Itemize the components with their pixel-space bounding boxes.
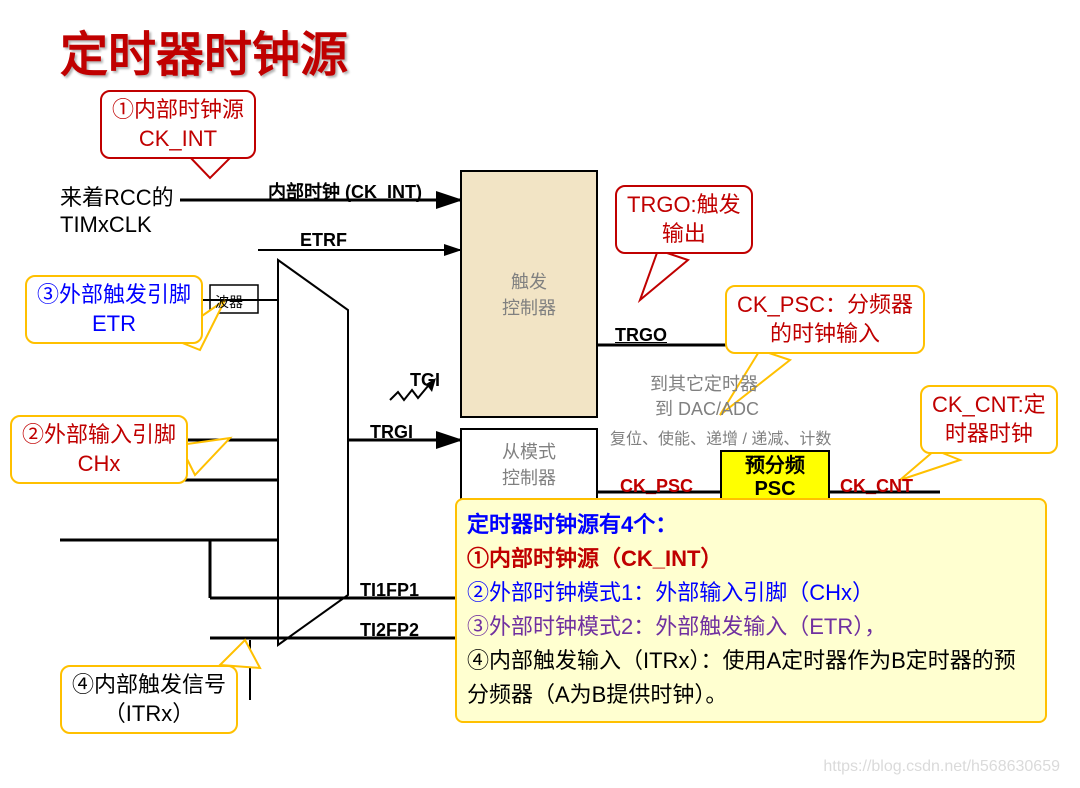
- block-trigger-controller: 触发 控制器: [460, 170, 598, 418]
- callout-ckpsc: CK_PSC：分频器 的时钟输入: [725, 285, 925, 354]
- block-line: 控制器: [502, 294, 556, 320]
- label-ti1fp1: TI1FP1: [360, 580, 419, 601]
- label-ckcnt-wire: CK_CNT: [840, 476, 913, 497]
- label-ckint: 内部时钟 (CK_INT): [268, 178, 422, 204]
- block-line: 控制器: [502, 464, 556, 490]
- callout-ckint: ①内部时钟源 CK_INT: [100, 90, 256, 159]
- callout-line: 的时钟输入: [737, 320, 913, 349]
- callout-line: 时器时钟: [932, 420, 1046, 449]
- label-dac-adc: 到 DAC/ADC: [655, 395, 759, 421]
- label-ckpsc-wire: CK_PSC: [620, 476, 693, 497]
- callout-line: ETR: [37, 310, 191, 339]
- block-line: 触发: [502, 268, 556, 294]
- label-rcc: 来着RCC的 TIMxCLK: [60, 180, 174, 238]
- callout-ckcnt: CK_CNT:定 时器时钟: [920, 385, 1058, 454]
- block-slave-controller: 从模式 控制器: [460, 428, 598, 500]
- summary-line: ②外部时钟模式1：外部输入引脚（CHx）: [467, 576, 1035, 610]
- label-tgi: TGI: [410, 370, 440, 391]
- text-line: 来着RCC的: [60, 180, 174, 212]
- callout-line: CK_INT: [112, 125, 244, 154]
- callout-chx: ②外部输入引脚 CHx: [10, 415, 188, 484]
- callout-line: CK_CNT:定: [932, 391, 1046, 420]
- summary-line: ④内部触发输入（ITRx）：使用A定时器作为B定时器的预分频器（A为B提供时钟）…: [467, 644, 1035, 712]
- label-trgi: TRGI: [370, 422, 413, 443]
- callout-trgo: TRGO:触发 输出: [615, 185, 753, 254]
- summary-box: 定时器时钟源有4个： ①内部时钟源（CK_INT） ②外部时钟模式1：外部输入引…: [455, 498, 1047, 723]
- callout-itrx: ④内部触发信号 （ITRx）: [60, 665, 238, 734]
- callout-line: ③外部触发引脚: [37, 281, 191, 310]
- summary-title: 定时器时钟源有4个：: [467, 508, 1035, 542]
- callout-line: TRGO:触发: [627, 191, 741, 220]
- callout-line: ①内部时钟源: [112, 96, 244, 125]
- label-other-timers: 到其它定时器: [650, 370, 758, 396]
- callout-line: 输出: [627, 220, 741, 249]
- label-ctrl-signals: 复位、使能、递增 / 递减、计数: [610, 425, 831, 449]
- callout-line: CK_PSC：分频器: [737, 291, 913, 320]
- text-line: TIMxCLK: [60, 212, 174, 238]
- callout-etr: ③外部触发引脚 ETR: [25, 275, 203, 344]
- label-ti2fp2: TI2FP2: [360, 620, 419, 641]
- block-line: 预分频: [745, 449, 805, 478]
- label-smallbox: 波器: [215, 292, 243, 312]
- watermark: https://blog.csdn.net/h568630659: [823, 758, 1060, 776]
- summary-line: ①内部时钟源（CK_INT）: [467, 542, 1035, 576]
- callout-line: ②外部输入引脚: [22, 421, 176, 450]
- callout-line: ④内部触发信号: [72, 671, 226, 700]
- block-psc: 预分频 PSC: [720, 450, 830, 500]
- label-trgo: TRGO: [615, 325, 667, 346]
- block-line: 从模式: [502, 438, 556, 464]
- label-etrf: ETRF: [300, 230, 347, 251]
- page-title: 定时器时钟源: [60, 15, 348, 85]
- callout-line: （ITRx）: [72, 700, 226, 729]
- callout-line: CHx: [22, 450, 176, 479]
- summary-line: ③外部时钟模式2：外部触发输入（ETR），: [467, 610, 1035, 644]
